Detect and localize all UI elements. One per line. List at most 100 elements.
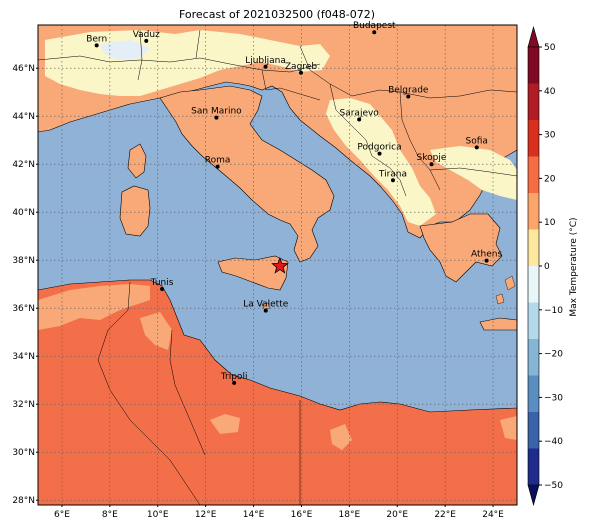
africa-mild-patch — [38, 284, 150, 330]
latitude-labels: 28°N 30°N 32°N 34°N 36°N 38°N 40°N 42°N 44°N 46°N — [12, 64, 38, 506]
colorbar-tick-label: −40 — [544, 437, 563, 447]
sicily-land — [217, 255, 289, 291]
colorbar-segment — [528, 83, 539, 121]
city-dot — [390, 178, 395, 183]
city-dot — [298, 70, 303, 75]
colorbar-tick-label: −20 — [544, 350, 563, 360]
colorbar-tick-label: −30 — [544, 393, 563, 403]
city-dot — [215, 164, 220, 169]
city-label: Budapest — [353, 21, 396, 31]
colorbar-tick-label: 20 — [544, 174, 556, 184]
colorbar-label: Max Temperature (°C) — [569, 217, 579, 316]
longitude-labels: 6°E 8°E 10°E 12°E 14°E 16°E 18°E 20°E 22°E 24°E — [54, 505, 504, 520]
lon-tick-label: 16°E — [291, 510, 313, 520]
grid-lines — [38, 25, 517, 505]
africa-mild-patch-3 — [210, 414, 240, 434]
lat-tick-label: 44°N — [12, 112, 35, 122]
lon-tick-label: 8°E — [102, 510, 118, 520]
colorbar-tick-label: 40 — [544, 87, 556, 97]
city-label: Bern — [86, 34, 107, 44]
colorbar-segment — [528, 47, 539, 84]
city-label: Sarajevo — [340, 109, 380, 119]
city-dot — [357, 117, 362, 122]
city-label: La Valette — [243, 300, 288, 310]
city-label: Skopje — [417, 153, 447, 163]
africa-mild-patch-4 — [330, 424, 352, 450]
colorbar-min-extend — [527, 484, 540, 507]
colorbar-tick-label: −10 — [544, 306, 563, 316]
colorbar-segment — [528, 375, 539, 413]
city-dot — [429, 162, 434, 167]
city-dot — [406, 94, 411, 99]
city-label: Tripoli — [220, 372, 248, 382]
colorbar-segment — [528, 266, 539, 303]
colorbar-max-extend — [527, 25, 540, 48]
colorbar-tick-label: 0 — [544, 262, 550, 272]
city-label: Podgorica — [357, 143, 401, 153]
colorbar: 50 40 30 20 10 0 −10 −20 −30 −40 −50 — [527, 25, 563, 507]
city-dot — [214, 115, 219, 120]
lat-tick-label: 42°N — [12, 160, 35, 170]
city-label: Tunis — [150, 278, 174, 288]
lon-tick-label: 6°E — [54, 510, 70, 520]
pale-snow-patch — [100, 40, 150, 60]
city-label: Roma — [205, 156, 231, 166]
crete-land — [479, 317, 517, 331]
africa-mild-patch-2 — [140, 312, 172, 350]
city-dot — [232, 380, 237, 385]
city-label: Vaduz — [133, 30, 160, 40]
map-title: Forecast of 2021032500 (f048-072) — [179, 8, 375, 21]
city-label: San Marino — [191, 107, 242, 117]
city-dot — [263, 308, 268, 313]
lon-tick-label: 22°E — [434, 510, 456, 520]
colorbar-segment — [528, 448, 539, 486]
lon-tick-label: 20°E — [386, 510, 408, 520]
lat-tick-label: 38°N — [12, 256, 35, 266]
sardinia-land — [119, 185, 151, 237]
lon-tick-label: 14°E — [243, 510, 265, 520]
map-frame — [37, 24, 518, 506]
city-dot — [474, 145, 479, 150]
city-label: Zagreb — [285, 62, 317, 72]
colorbar-segment — [528, 120, 539, 157]
lat-tick-label: 28°N — [12, 496, 35, 506]
city-label: Sofia — [466, 136, 488, 146]
city-label: Athens — [471, 250, 502, 260]
colorbar-tick-label: 10 — [544, 218, 556, 228]
lat-tick-label: 32°N — [12, 400, 35, 410]
europe-borders — [38, 29, 517, 197]
city-dot — [372, 30, 377, 35]
lat-tick-label: 46°N — [12, 64, 35, 74]
city-label: Belgrade — [388, 86, 429, 96]
city-dot — [160, 287, 165, 291]
lon-tick-label: 18°E — [339, 510, 361, 520]
greece-land — [419, 213, 503, 283]
colorbar-segment — [528, 193, 539, 230]
africa-mild-patch-5 — [500, 416, 517, 440]
colorbar-tick-label: 50 — [544, 43, 556, 53]
lat-tick-label: 34°N — [12, 352, 35, 362]
city-dot — [94, 43, 99, 48]
corsica-land — [127, 143, 147, 179]
colorbar-tick-label: 30 — [544, 131, 556, 141]
city-label: Ljubljana — [245, 56, 286, 66]
colorbar-segment — [528, 412, 539, 449]
lon-tick-label: 12°E — [195, 510, 217, 520]
east-cool-patch — [430, 146, 517, 200]
colorbar-tick-label: −50 — [544, 481, 563, 491]
lat-tick-label: 36°N — [12, 304, 35, 314]
lon-tick-label: 10°E — [147, 510, 169, 520]
colorbar-segment — [528, 156, 539, 194]
star-marker — [271, 257, 289, 274]
aegean-islands — [495, 275, 516, 305]
city-dot — [263, 64, 268, 69]
city-dot — [144, 38, 149, 43]
lon-tick-label: 24°E — [482, 510, 504, 520]
colorbar-segment — [528, 229, 539, 267]
italy-land — [159, 85, 335, 263]
city-label: Tirana — [378, 169, 407, 179]
lat-tick-label: 30°N — [12, 448, 35, 458]
lat-tick-label: 40°N — [12, 208, 35, 218]
